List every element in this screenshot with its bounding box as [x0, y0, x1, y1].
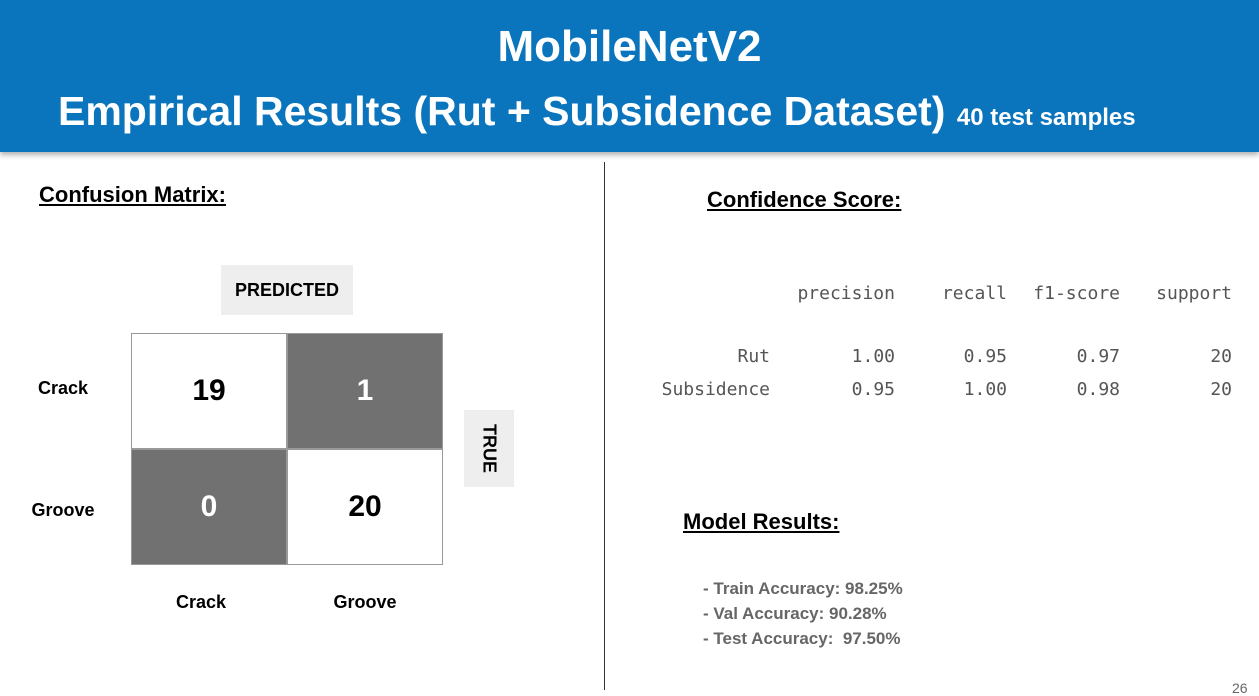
row-label: Groove — [31, 500, 95, 520]
subtitle-line: Empirical Results (Rut + Subsidence Data… — [58, 88, 1136, 135]
predicted-label: PREDICTED — [221, 265, 353, 315]
table-cell: 20 — [1210, 346, 1232, 367]
column-header: precision — [797, 283, 895, 304]
column-header: support — [1156, 283, 1232, 304]
title: MobileNetV2 — [497, 22, 762, 71]
matrix-cell: 20 — [287, 449, 443, 565]
matrix-cell: 19 — [131, 333, 287, 449]
matrix-cell: 1 — [287, 333, 443, 449]
result-item: - Val Accuracy: 90.28% — [703, 604, 887, 623]
column-header: recall — [941, 283, 1007, 304]
col-label: Groove — [333, 592, 397, 612]
table-cell: 0.98 — [1076, 379, 1120, 400]
table-cell: 20 — [1210, 379, 1232, 400]
header-bar — [0, 0, 1259, 152]
row-label: Rut — [737, 346, 770, 367]
column-header: f1-score — [1033, 283, 1120, 304]
heading: Model Results: — [683, 509, 840, 534]
row-label: Crack — [37, 378, 89, 398]
table-cell: 0.95 — [851, 379, 895, 400]
heading: Confidence Score: — [707, 187, 902, 212]
table-cell: 0.97 — [1076, 346, 1120, 367]
note: 40 test samples — [956, 104, 1136, 131]
table-cell: 1.00 — [963, 379, 1007, 400]
row-label: Subsidence — [661, 379, 770, 400]
true-label: TRUE — [464, 410, 514, 487]
heading: Confusion Matrix: — [39, 182, 226, 207]
matrix-cell: 0 — [131, 449, 287, 565]
subtitle: Empirical Results (Rut + Subsidence Data… — [58, 88, 946, 134]
result-item: - Test Accuracy: 97.50% — [703, 629, 901, 648]
table-cell: 1.00 — [851, 346, 895, 367]
result-item: - Train Accuracy: 98.25% — [703, 579, 903, 598]
col-label: Crack — [175, 592, 227, 612]
page-number: 26 — [1232, 680, 1248, 696]
table-cell: 0.95 — [963, 346, 1007, 367]
divider — [604, 162, 605, 690]
